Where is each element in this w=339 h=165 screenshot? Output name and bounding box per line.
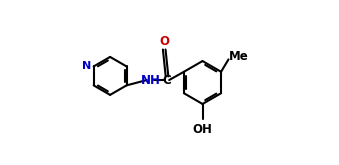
Text: C: C: [163, 74, 172, 86]
Text: OH: OH: [193, 123, 213, 136]
Text: Me: Me: [229, 50, 249, 63]
Text: O: O: [159, 35, 169, 48]
Text: N: N: [82, 61, 91, 71]
Text: NH: NH: [141, 74, 160, 86]
